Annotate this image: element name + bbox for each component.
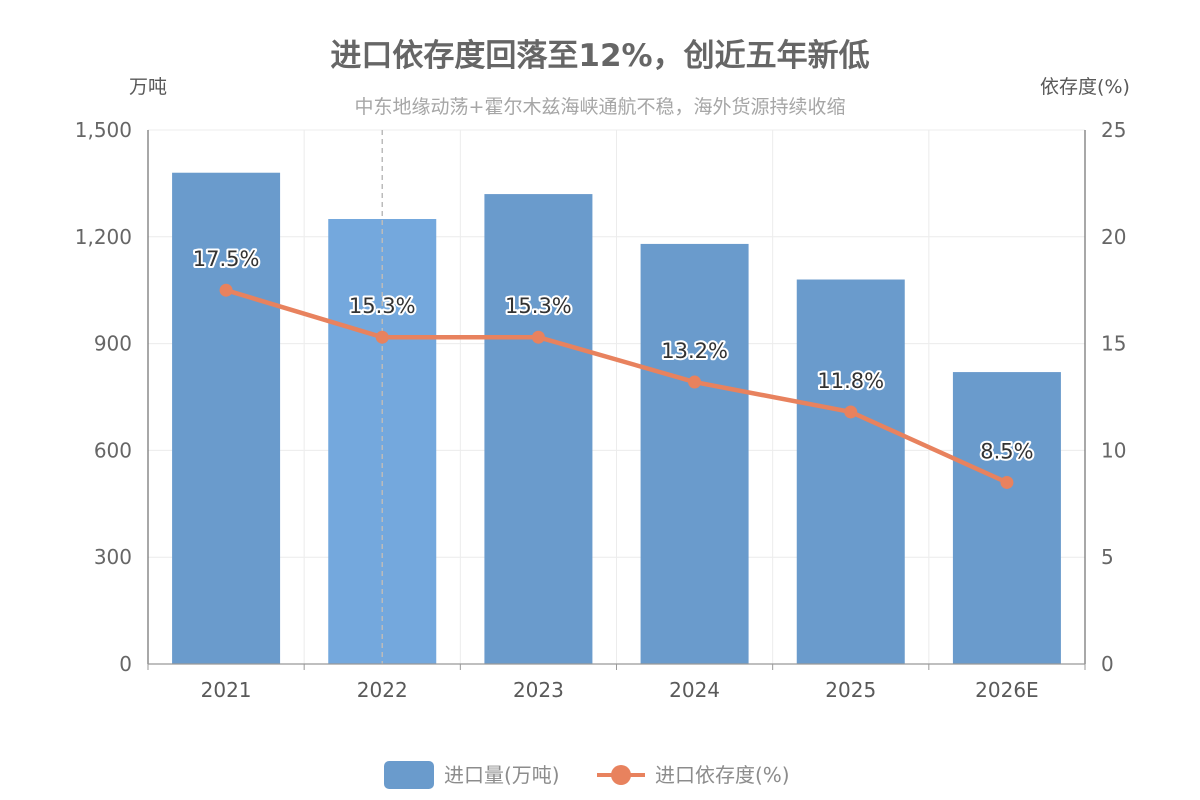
dependency-data-label: 15.3% — [349, 294, 416, 318]
right-axis-tick-label: 25 — [1101, 118, 1126, 142]
right-axis-tick-label: 15 — [1101, 332, 1126, 356]
left-axis-title: 万吨 — [129, 76, 167, 98]
left-axis-tick-label: 900 — [94, 332, 132, 356]
dependency-point-2026E — [1000, 475, 1014, 489]
left-axis-tick-label: 1,200 — [75, 225, 132, 249]
left-axis-tick-label: 600 — [94, 438, 132, 462]
legend-label-import-volume: 进口量(万吨) — [444, 763, 560, 787]
x-axis-category-label: 2023 — [513, 678, 564, 702]
dependency-line — [223, 287, 1010, 485]
dependency-point-2021 — [219, 283, 233, 297]
left-axis-tick-label: 0 — [119, 652, 132, 676]
x-axis-category-label: 2022 — [357, 678, 408, 702]
legend: 进口量(万吨) 进口依存度(%) — [384, 761, 790, 789]
left-axis-tick-label: 1,500 — [75, 118, 132, 142]
dependency-data-label: 15.3% — [505, 294, 572, 318]
chart-subtitle: 中东地缘动荡+霍尔木兹海峡通航不稳，海外货源持续收缩 — [355, 96, 846, 118]
bar-2023 — [484, 194, 593, 664]
bar-2021 — [172, 172, 281, 664]
right-axis-tick-label: 0 — [1101, 652, 1114, 676]
right-axis-title: 依存度(%) — [1040, 76, 1130, 98]
dependency-point-2025 — [844, 405, 858, 419]
legend-label-dependency: 进口依存度(%) — [655, 763, 790, 787]
right-axis-tick-label: 10 — [1101, 438, 1126, 462]
chart-title: 进口依存度回落至12%，创近五年新低 — [330, 38, 869, 74]
bar-2026E — [952, 372, 1061, 664]
bars — [172, 172, 1061, 665]
dependency-point-2022 — [375, 330, 389, 344]
dependency-data-label: 17.5% — [193, 247, 260, 271]
bar-2024 — [640, 243, 749, 665]
x-axis-category-label: 2026E — [975, 678, 1039, 702]
dependency-data-label: 8.5% — [980, 439, 1033, 463]
bar-2025 — [796, 279, 905, 664]
dependency-point-2024 — [688, 375, 702, 389]
x-axis-category-label: 2024 — [669, 678, 720, 702]
legend-swatch-dependency-marker — [611, 765, 631, 785]
right-axis-tick-label: 5 — [1101, 545, 1114, 569]
line-series — [219, 283, 1014, 489]
right-axis-tick-label: 20 — [1101, 225, 1126, 249]
dependency-data-label: 11.8% — [817, 369, 884, 393]
x-axis-category-label: 2021 — [201, 678, 252, 702]
x-axis-category-label: 2025 — [825, 678, 876, 702]
dependency-data-label: 13.2% — [661, 339, 728, 363]
left-axis-tick-label: 300 — [94, 545, 132, 569]
legend-swatch-import-volume — [384, 761, 434, 789]
grid — [148, 129, 1085, 664]
dependency-point-2023 — [531, 330, 545, 344]
point-labels: 17.5% 15.3% 15.3% 13.2% 11.8% 8.5% — [191, 245, 1036, 465]
